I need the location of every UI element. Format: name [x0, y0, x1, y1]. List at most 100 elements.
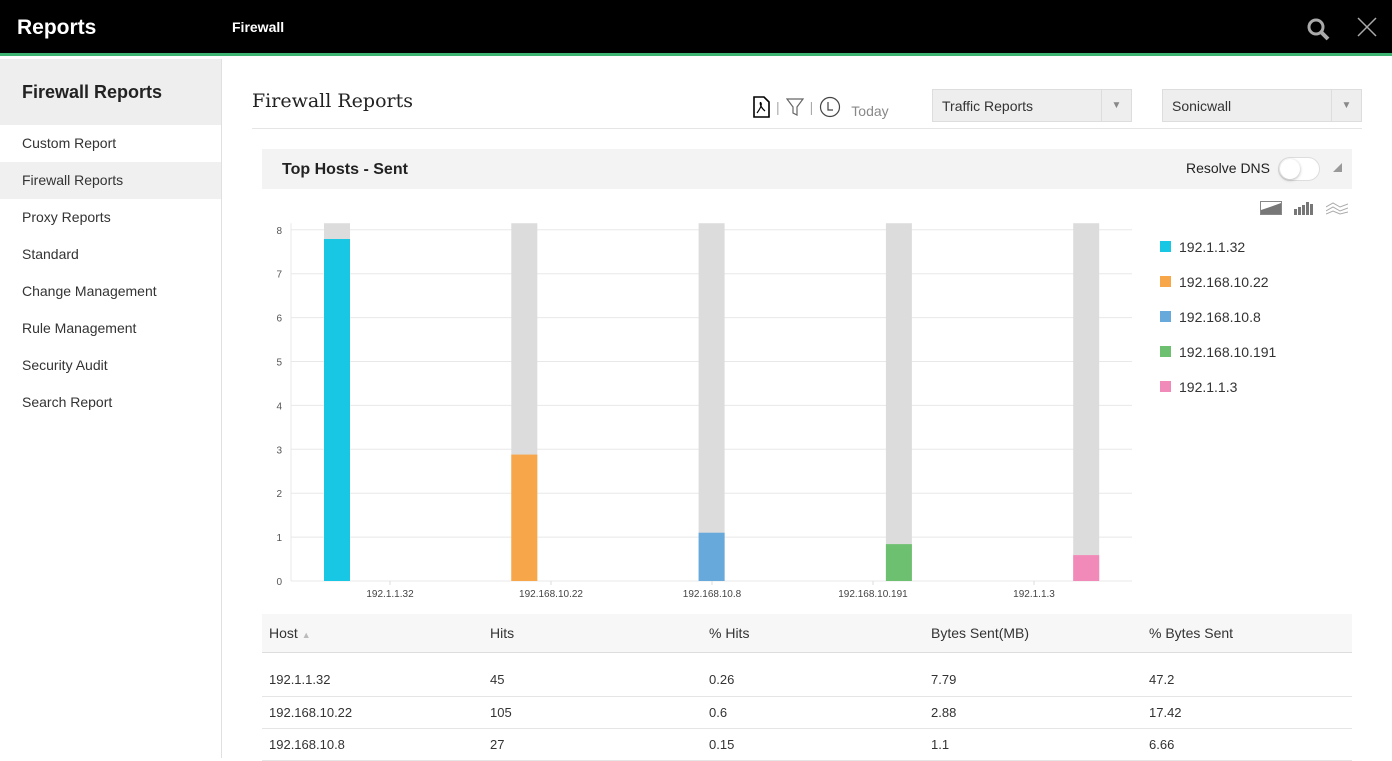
table-cell: 192.168.10.8 — [262, 728, 483, 761]
sidebar-item[interactable]: Change Management — [22, 283, 157, 299]
legend-label: 192.168.10.8 — [1179, 308, 1261, 325]
legend-item[interactable]: 192.1.1.3 — [1160, 369, 1276, 404]
clock-icon[interactable] — [819, 96, 841, 118]
table-row[interactable]: 192.1.1.32 45 0.26 7.79 47.2 — [262, 652, 1352, 697]
expand-icon[interactable] — [1333, 163, 1342, 172]
column-header[interactable]: Host ▲ — [262, 614, 483, 653]
y-tick-label: 8 — [276, 226, 282, 237]
divider — [252, 128, 1362, 129]
top-bar: Reports Firewall — [0, 0, 1392, 56]
sidebar-item[interactable]: Standard — [22, 246, 79, 262]
legend-swatch — [1160, 381, 1171, 392]
legend-item[interactable]: 192.168.10.8 — [1160, 299, 1276, 334]
module-tab-firewall[interactable]: Firewall — [232, 19, 285, 35]
bar-chart-icon[interactable] — [1294, 201, 1314, 215]
x-tick-label: 192.1.1.3 — [1013, 589, 1055, 600]
legend-item[interactable]: 192.1.1.32 — [1160, 229, 1276, 264]
legend-swatch — [1160, 241, 1171, 252]
legend-label: 192.168.10.22 — [1179, 273, 1269, 290]
column-header[interactable]: % Hits — [702, 614, 924, 653]
period-label[interactable]: Today — [851, 103, 889, 119]
page-title: Firewall Reports — [252, 90, 413, 112]
y-tick-label: 1 — [276, 533, 282, 544]
table-cell: 0.15 — [702, 728, 924, 761]
resolve-dns-label: Resolve DNS — [1185, 160, 1270, 176]
sidebar-item[interactable]: Rule Management — [22, 320, 137, 336]
filter-icon[interactable] — [785, 97, 804, 117]
data-table: Host ▲ Hits % Hits Bytes Sent(MB) % Bytes Se… — [262, 614, 1352, 761]
y-tick-label: 4 — [276, 401, 282, 412]
table-cell: 0.6 — [702, 696, 924, 729]
search-icon[interactable] — [1306, 17, 1330, 41]
table-cell: 7.79 — [924, 652, 1142, 697]
report-type-select[interactable]: Traffic Reports ▼ — [932, 89, 1132, 122]
column-header-label: Hits — [490, 624, 515, 641]
x-tick-label: 192.1.1.32 — [366, 589, 414, 600]
bar-background — [1073, 223, 1100, 581]
sidebar-item[interactable]: Firewall Reports — [0, 162, 221, 199]
y-tick-label: 3 — [276, 445, 282, 456]
device-value: Sonicwall — [1172, 98, 1232, 114]
x-tick-label: 192.168.10.8 — [683, 589, 742, 600]
sidebar-item[interactable]: Proxy Reports — [22, 209, 111, 225]
x-tick-label: 192.168.10.22 — [519, 589, 583, 600]
panel-header: Top Hosts - Sent Resolve DNS — [262, 149, 1352, 189]
column-header[interactable]: Bytes Sent(MB) — [924, 614, 1142, 653]
table-cell: 45 — [483, 652, 702, 697]
y-tick-label: 0 — [276, 577, 282, 588]
legend-label: 192.1.1.3 — [1179, 378, 1238, 395]
sidebar-item[interactable]: Security Audit — [22, 357, 108, 373]
table-cell: 1.1 — [924, 728, 1142, 761]
x-tick-label: 192.168.10.191 — [838, 589, 908, 600]
bar — [885, 544, 912, 581]
legend-item[interactable]: 192.168.10.191 — [1160, 334, 1276, 369]
column-header-label: Host — [269, 624, 298, 641]
bar-chart: 0 1 2 3 4 5 6 7 8 192.1.1.32 192.168.10.22 192.168.… — [276, 223, 1132, 600]
divider: | — [809, 99, 814, 115]
table-cell: 192.1.1.32 — [262, 652, 483, 697]
table-cell: 105 — [483, 696, 702, 729]
table-cell: 192.168.10.22 — [262, 696, 483, 729]
divider: | — [776, 99, 780, 115]
panel-title: Top Hosts - Sent — [282, 161, 408, 178]
area-chart-icon[interactable] — [1260, 201, 1282, 215]
pdf-export-icon[interactable] — [752, 96, 770, 118]
column-header[interactable]: Hits — [483, 614, 702, 653]
app-title: Reports — [17, 16, 97, 39]
bar-background — [885, 223, 912, 581]
device-select[interactable]: Sonicwall ▼ — [1162, 89, 1362, 122]
table-cell: 17.42 — [1142, 696, 1352, 729]
line-chart-icon[interactable] — [1326, 201, 1348, 215]
table-row[interactable]: 192.168.10.8 27 0.15 1.1 6.66 — [262, 728, 1352, 761]
legend-label: 192.1.1.32 — [1179, 238, 1246, 255]
column-header-label: Bytes Sent(MB) — [931, 624, 1030, 641]
legend-item[interactable]: 192.168.10.22 — [1160, 264, 1276, 299]
table-cell: 0.26 — [702, 652, 924, 697]
close-icon[interactable] — [1356, 16, 1378, 38]
column-header[interactable]: % Bytes Sent — [1142, 614, 1352, 653]
bar-background — [698, 223, 725, 581]
y-tick-label: 5 — [276, 358, 282, 369]
sort-icon[interactable]: ▲ — [301, 629, 311, 640]
chart-legend: 192.1.1.32 192.168.10.22 192.168.10.8 192.1… — [1160, 229, 1276, 404]
chevron-down-icon: ▼ — [1331, 90, 1361, 121]
legend-swatch — [1160, 346, 1171, 357]
sidebar: Firewall Reports Custom Report Firewall R… — [0, 59, 222, 758]
sidebar-item[interactable]: Custom Report — [22, 135, 117, 151]
chevron-down-icon: ▼ — [1101, 90, 1131, 121]
sidebar-item[interactable]: Search Report — [22, 394, 113, 410]
table-cell: 6.66 — [1142, 728, 1352, 761]
table-cell: 47.2 — [1142, 652, 1352, 697]
legend-label: 192.168.10.191 — [1179, 343, 1277, 360]
bar — [511, 454, 538, 581]
column-header-label: % Hits — [709, 624, 750, 641]
y-tick-label: 7 — [276, 270, 282, 281]
table-cell: 27 — [483, 728, 702, 761]
column-header-label: % Bytes Sent — [1149, 624, 1234, 641]
table-cell: 2.88 — [924, 696, 1142, 729]
bar — [1073, 555, 1100, 581]
report-type-value: Traffic Reports — [942, 98, 1034, 114]
resolve-dns-toggle[interactable] — [1278, 157, 1320, 181]
y-tick-label: 2 — [276, 489, 282, 500]
table-row[interactable]: 192.168.10.22 105 0.6 2.88 17.42 — [262, 696, 1352, 729]
